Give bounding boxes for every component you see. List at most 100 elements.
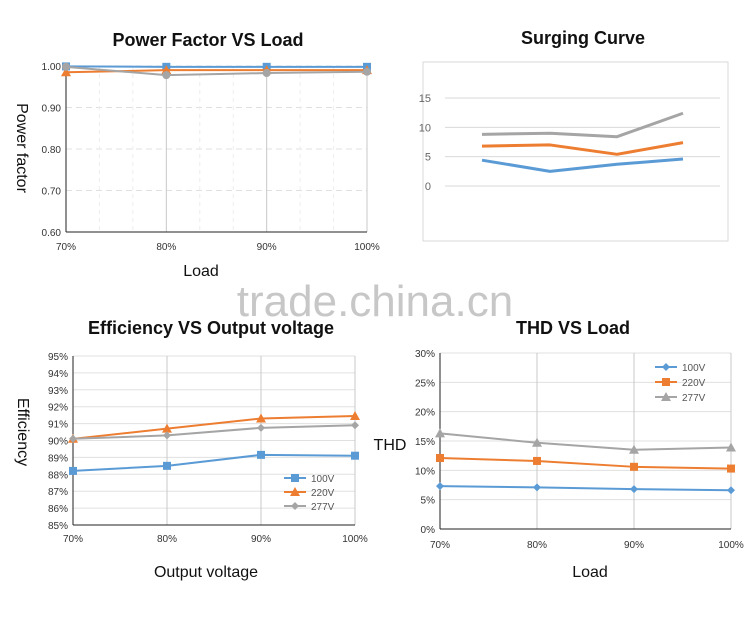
series-line xyxy=(481,141,684,156)
y-tick-label: 25% xyxy=(415,378,435,389)
legend-item: 220V xyxy=(655,378,706,389)
data-point xyxy=(351,451,359,460)
y-tick-label: 94% xyxy=(48,369,68,380)
data-point xyxy=(350,410,360,420)
series-line xyxy=(72,453,356,472)
y-tick-label: 85% xyxy=(48,521,68,532)
series-220V xyxy=(68,410,360,443)
data-point xyxy=(533,456,541,465)
chart-title: Power Factor VS Load xyxy=(112,30,303,50)
legend-label: 277V xyxy=(311,502,335,513)
y-tick-label: 88% xyxy=(48,470,68,481)
data-point xyxy=(163,461,171,470)
series-100V xyxy=(481,157,684,173)
legend-item: 100V xyxy=(655,363,706,374)
legend-label: 220V xyxy=(311,488,335,499)
data-point xyxy=(262,69,271,78)
chart-title: THD VS Load xyxy=(516,318,630,338)
y-tick-label: 5 xyxy=(425,152,431,164)
data-point xyxy=(662,378,670,386)
data-point xyxy=(162,71,171,80)
series-line xyxy=(481,111,684,139)
data-point xyxy=(630,485,638,494)
series-line xyxy=(72,414,356,440)
y-tick-label: 0.90 xyxy=(42,104,62,115)
legend-label: 277V xyxy=(682,393,706,404)
data-point xyxy=(436,482,444,491)
chart-1: Power Factor VS Load 0.60 0.70 0.80 0.90 1.00… xyxy=(13,30,380,280)
x-tick-label: 100% xyxy=(342,534,368,545)
y-tick-label: 95% xyxy=(48,352,68,363)
x-tick-label: 90% xyxy=(257,242,277,253)
data-point xyxy=(61,67,71,77)
y-tick-label: 90% xyxy=(48,437,68,448)
x-tick-label: 80% xyxy=(157,534,177,545)
x-tick-label: 100% xyxy=(354,242,380,253)
x-axis-label: Load xyxy=(572,564,608,581)
x-tick-label: 90% xyxy=(251,534,271,545)
series-100V xyxy=(436,482,735,495)
y-axis-label: THD xyxy=(374,437,407,454)
watermark: trade.china.cn xyxy=(237,277,513,326)
y-tick-label: 93% xyxy=(48,386,68,397)
data-point xyxy=(163,431,171,440)
x-tick-label: 80% xyxy=(156,242,176,253)
data-point xyxy=(62,62,70,71)
x-tick-label: 70% xyxy=(63,534,83,545)
y-tick-label: 15% xyxy=(415,437,435,448)
chart-title: Surging Curve xyxy=(521,28,645,48)
data-point xyxy=(532,437,542,447)
y-tick-label: 86% xyxy=(48,504,68,515)
series-line xyxy=(65,65,368,77)
legend-label: 220V xyxy=(682,378,706,389)
data-point xyxy=(727,464,735,473)
y-tick-label: 0.70 xyxy=(42,187,62,198)
chart-3: Efficiency VS Output voltage 85% 86% 87% 88%… xyxy=(14,318,368,581)
series-100V xyxy=(69,450,359,475)
data-point xyxy=(161,65,172,75)
chart-2: Surging Curve 0 5 10 15 xyxy=(419,28,729,242)
y-tick-label: 20% xyxy=(415,408,435,419)
data-point xyxy=(726,442,736,452)
x-tick-label: 80% xyxy=(527,540,547,551)
series-line xyxy=(439,457,732,470)
data-point xyxy=(291,474,299,482)
series-line xyxy=(481,157,684,173)
series-277V xyxy=(62,62,371,80)
y-tick-label: 89% xyxy=(48,453,68,464)
series-277V xyxy=(69,421,359,443)
data-point xyxy=(662,363,670,371)
series-line xyxy=(439,485,732,492)
chart-title: Efficiency VS Output voltage xyxy=(88,318,334,338)
y-tick-label: 0% xyxy=(421,525,436,536)
y-tick-label: 5% xyxy=(421,496,436,507)
data-point xyxy=(363,67,371,76)
data-point xyxy=(351,421,359,430)
legend-label: 100V xyxy=(311,474,335,485)
y-tick-label: 10% xyxy=(415,466,435,477)
data-point xyxy=(256,413,266,423)
series-line xyxy=(72,424,356,440)
y-tick-label: 92% xyxy=(48,403,68,414)
data-point xyxy=(435,428,445,438)
x-tick-label: 70% xyxy=(430,540,450,551)
y-tick-label: 0.80 xyxy=(42,145,62,156)
data-point xyxy=(533,483,541,492)
data-point xyxy=(257,423,265,432)
y-tick-label: 10 xyxy=(419,122,431,134)
series-277V xyxy=(435,428,736,454)
legend-label: 100V xyxy=(682,363,706,374)
legend-item: 277V xyxy=(655,392,706,404)
legend-item: 277V xyxy=(284,502,335,513)
y-tick-label: 1.00 xyxy=(42,62,62,73)
series-220V xyxy=(481,141,684,156)
data-point xyxy=(291,502,299,510)
legend-item: 220V xyxy=(284,487,335,499)
data-point xyxy=(661,392,671,401)
data-point xyxy=(69,434,77,443)
y-tick-label: 91% xyxy=(48,420,68,431)
x-axis-label: Output voltage xyxy=(154,564,258,581)
data-point xyxy=(162,423,172,433)
y-tick-label: 15 xyxy=(419,93,431,105)
